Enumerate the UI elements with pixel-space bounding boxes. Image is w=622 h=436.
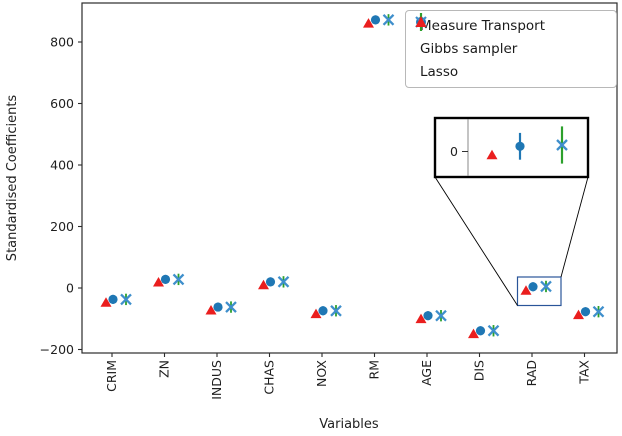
data-point-DIS-circle bbox=[475, 326, 486, 336]
inset-data-point-x bbox=[556, 139, 568, 151]
x-tick-label: ZN bbox=[157, 360, 172, 378]
y-axis-label: Standardised Coefficients bbox=[5, 95, 20, 262]
inset-connector-line bbox=[560, 176, 589, 278]
y-tick-label: 200 bbox=[50, 219, 74, 234]
legend-label: Measure Transport bbox=[420, 18, 546, 35]
inset-data-point-circle bbox=[515, 141, 525, 151]
legend-label: Lasso bbox=[420, 63, 459, 80]
data-point-CRIM-circle bbox=[108, 294, 118, 304]
data-point-RM-triangle bbox=[363, 18, 374, 28]
data-point-CHAS-x bbox=[277, 276, 290, 288]
legend-item-gibbs-sampler: Gibbs sampler bbox=[412, 13, 608, 61]
data-point-TAX-triangle bbox=[573, 309, 584, 320]
x-tick-label: TAX bbox=[577, 360, 592, 385]
data-point-NOX-x bbox=[330, 304, 342, 317]
data-point-RM-x bbox=[382, 14, 395, 26]
data-point-RM-circle bbox=[370, 15, 381, 25]
x-tick-label: CRIM bbox=[104, 360, 119, 392]
data-point-NOX-circle bbox=[318, 306, 328, 316]
data-point-RAD-triangle bbox=[520, 285, 532, 295]
x-tick-label: CHAS bbox=[262, 360, 277, 395]
legend-item-measure-transport: Measure Transport bbox=[412, 14, 608, 38]
inset-data-point-triangle bbox=[486, 149, 498, 160]
x-tick-label: AGE bbox=[419, 360, 434, 386]
data-point-NOX-triangle bbox=[310, 308, 322, 319]
zoom-indicator-box bbox=[516, 276, 562, 307]
data-point-CHAS-circle bbox=[265, 277, 276, 287]
data-point-ZN-circle bbox=[160, 274, 171, 284]
legend-label: Gibbs sampler bbox=[420, 41, 518, 57]
x-tick-label: RM bbox=[367, 360, 382, 379]
data-point-DIS-triangle bbox=[468, 328, 479, 339]
data-point-INDUS-circle bbox=[213, 302, 223, 312]
x-axis-label: Variables bbox=[319, 417, 379, 432]
y-tick-label: −200 bbox=[40, 342, 74, 357]
y-tick-label: 800 bbox=[50, 34, 74, 49]
data-point-TAX-circle bbox=[580, 307, 591, 317]
data-point-RAD-x bbox=[540, 280, 552, 293]
data-point-ZN-triangle bbox=[153, 277, 164, 287]
x-tick-label: RAD bbox=[524, 360, 539, 386]
y-tick-label: 600 bbox=[50, 96, 74, 111]
data-point-CRIM-x bbox=[120, 293, 132, 306]
x-tick-label: NOX bbox=[314, 360, 329, 387]
legend: Measure Transport Gibbs sampler Lasso bbox=[405, 10, 617, 88]
data-point-CRIM-triangle bbox=[100, 297, 112, 307]
inset-connector-line bbox=[434, 176, 518, 306]
data-point-RAD-circle bbox=[528, 282, 538, 292]
y-tick-label: 0 bbox=[66, 280, 74, 295]
data-point-ZN-x bbox=[172, 273, 185, 286]
data-point-CHAS-triangle bbox=[258, 279, 269, 290]
x-tick-label: DIS bbox=[472, 360, 487, 381]
y-tick-label: 400 bbox=[50, 157, 74, 172]
data-point-TAX-x bbox=[592, 305, 605, 318]
lasso-marker-icon bbox=[415, 16, 427, 27]
data-point-DIS-x bbox=[487, 324, 500, 337]
data-point-INDUS-triangle bbox=[205, 304, 217, 315]
inset-y-tick-label: 0 bbox=[450, 144, 458, 159]
legend-item-lasso: Lasso bbox=[412, 16, 608, 83]
data-point-AGE-circle bbox=[423, 311, 433, 321]
x-tick-label: INDUS bbox=[209, 360, 224, 400]
data-point-AGE-x bbox=[435, 309, 447, 322]
data-point-INDUS-x bbox=[225, 301, 237, 313]
data-point-AGE-triangle bbox=[415, 313, 427, 324]
